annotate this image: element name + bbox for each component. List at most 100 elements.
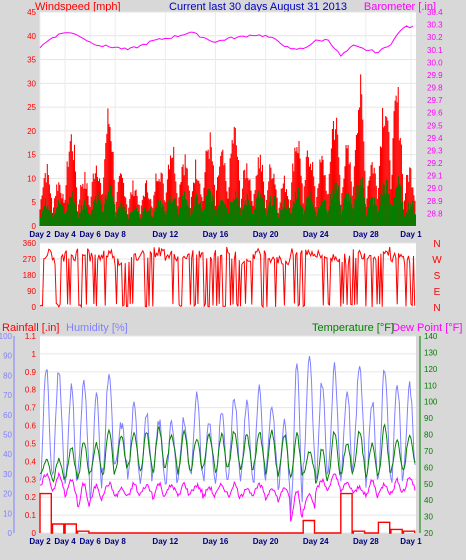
temperature-tick-label: 80 — [424, 431, 433, 440]
windspeed-tick-label: 10 — [27, 174, 36, 183]
humidity-tick-label: 90 — [3, 352, 12, 361]
barometer-tick-label: 30.3 — [427, 21, 443, 30]
rain-tick-label: 0.9 — [25, 368, 37, 377]
temperature-tick-label: 90 — [424, 414, 433, 423]
day-tick-label: Day 24 — [303, 537, 329, 546]
temperature-tick-label: 130 — [424, 348, 438, 357]
barometer-tick-label: 29.4 — [427, 134, 443, 143]
temperature-tick-label: 110 — [424, 381, 437, 390]
barometer-tick-label: 29.5 — [427, 121, 443, 130]
humidity-tick-label: 30 — [3, 470, 12, 479]
temperature-line — [39, 423, 416, 484]
panel-direction-grid — [40, 242, 416, 308]
panel-temp-humidity-bg — [40, 336, 416, 533]
humidity-tick-label: 100 — [0, 332, 13, 341]
temperature-tick-label: 60 — [424, 463, 433, 472]
dewpoint-line — [39, 471, 416, 522]
barometer-tick-label: 28.8 — [427, 209, 443, 218]
barometer-line-group — [39, 25, 414, 57]
windspeed-tick-label: 40 — [27, 32, 36, 41]
temperature-axis-title: Temperature [°F] — [312, 322, 394, 334]
humidity-tick-label: 20 — [3, 490, 12, 499]
barometer-tick-label: 29.6 — [427, 109, 443, 118]
barometer-tick-labels: 28.8 28.9 29.0 29.1 29.2 29.3 29.4 29.5 29.6 29.7… — [427, 8, 443, 218]
windspeed-tick-label: 30 — [27, 79, 36, 88]
day-tick-label: Day 20 — [253, 537, 279, 546]
wind-direction-line — [39, 246, 416, 309]
chart-title: Current last 30 days August 31 2013 — [169, 1, 347, 13]
humidity-tick-label: 60 — [3, 411, 12, 420]
day-tick-label: Day 28 — [353, 537, 379, 546]
day-tick-label: Day 24 — [303, 230, 329, 239]
temperature-tick-label: 20 — [424, 529, 433, 538]
rain-tick-label: 0.3 — [25, 475, 37, 484]
humidity-line — [39, 356, 416, 514]
direction-tick-label: 180 — [23, 271, 37, 280]
windspeed-tick-label: 5 — [32, 198, 37, 207]
day-tick-label: Day 1 — [400, 230, 422, 239]
day-tick-label: Day 16 — [203, 230, 229, 239]
direction-tick-labels: 0 90 180 270 360 — [23, 239, 37, 312]
direction-tick-label: 0 — [32, 303, 37, 312]
humidity-tick-label: 80 — [3, 371, 12, 380]
windspeed-tick-label: 25 — [27, 103, 36, 112]
barometer-tick-label: 29.8 — [427, 84, 443, 93]
barometer-tick-label: 30.2 — [427, 33, 443, 42]
panel-wind-day-labels: Day 2 Day 4 Day 6 Day 8 Day 12 Day 16 Day 20 Da… — [29, 230, 422, 239]
day-tick-label: Day 1 — [400, 537, 422, 546]
rain-tick-label: 1 — [32, 350, 37, 359]
barometer-axis-title: Barometer [.in] — [364, 1, 436, 13]
day-tick-label: Day 6 — [79, 537, 101, 546]
day-tick-label: Day 4 — [54, 230, 76, 239]
humidity-tick-label: 10 — [3, 509, 12, 518]
temp-humidity-lines — [39, 356, 416, 534]
humidity-tick-label: 70 — [3, 391, 12, 400]
humidity-tick-label: 50 — [3, 431, 12, 440]
direction-tick-label: 90 — [27, 287, 36, 296]
windspeed-tick-label: 45 — [27, 8, 36, 17]
compass-tick-label: E — [434, 287, 441, 298]
direction-line-group — [39, 246, 416, 309]
windspeed-axis-title: Windspeed [mph] — [35, 1, 121, 13]
barometer-line — [39, 25, 414, 57]
humidity-tick-labels: 0 10 20 30 40 50 60 70 80 90 100 — [0, 332, 15, 538]
panel-temp-day-labels: Day 2 Day 4 Day 6 Day 8 Day 12 Day 16 Day 20 Da… — [29, 537, 422, 546]
barometer-tick-label: 29.3 — [427, 146, 443, 155]
temperature-tick-label: 70 — [424, 447, 433, 456]
rain-tick-labels: 0 0.1 0.2 0.3 0.4 0.5 0.6 0.7 0.8 0.9 1 1.1 — [25, 332, 37, 538]
barometer-tick-label: 29.1 — [427, 172, 443, 181]
compass-tick-label: N — [433, 239, 440, 250]
rain-tick-label: 0.2 — [25, 493, 37, 502]
day-tick-label: Day 16 — [203, 537, 229, 546]
humidity-axis-title: Humidity [%] — [66, 322, 128, 334]
day-tick-label: Day 12 — [152, 537, 178, 546]
day-tick-label: Day 4 — [54, 537, 76, 546]
windspeed-tick-label: 20 — [27, 127, 36, 136]
compass-tick-label: N — [433, 303, 440, 314]
rain-tick-label: 1.1 — [25, 332, 37, 341]
windspeed-tick-label: 35 — [27, 56, 36, 65]
temperature-tick-labels: 20 30 40 50 60 70 80 90 100 110 120 130 140 — [419, 332, 438, 538]
day-tick-label: Day 2 — [29, 230, 51, 239]
direction-tick-label: 270 — [23, 255, 37, 264]
barometer-tick-label: 29.2 — [427, 159, 443, 168]
temperature-tick-label: 50 — [424, 480, 433, 489]
barometer-tick-label: 29.0 — [427, 184, 443, 193]
barometer-tick-label: 29.7 — [427, 96, 443, 105]
barometer-tick-label: 30.0 — [427, 58, 443, 67]
compass-tick-label: S — [434, 271, 441, 282]
rain-line — [39, 492, 416, 534]
day-tick-label: Day 2 — [29, 537, 51, 546]
rain-tick-label: 0.4 — [25, 457, 37, 466]
panel-temp-grid — [40, 335, 416, 534]
temperature-tick-label: 120 — [424, 365, 438, 374]
temperature-tick-label: 30 — [424, 513, 433, 522]
windspeed-tick-label: 15 — [27, 151, 36, 160]
day-tick-label: Day 8 — [105, 230, 127, 239]
day-tick-label: Day 6 — [79, 230, 101, 239]
day-tick-label: Day 20 — [253, 230, 279, 239]
wind-bars — [39, 74, 417, 226]
